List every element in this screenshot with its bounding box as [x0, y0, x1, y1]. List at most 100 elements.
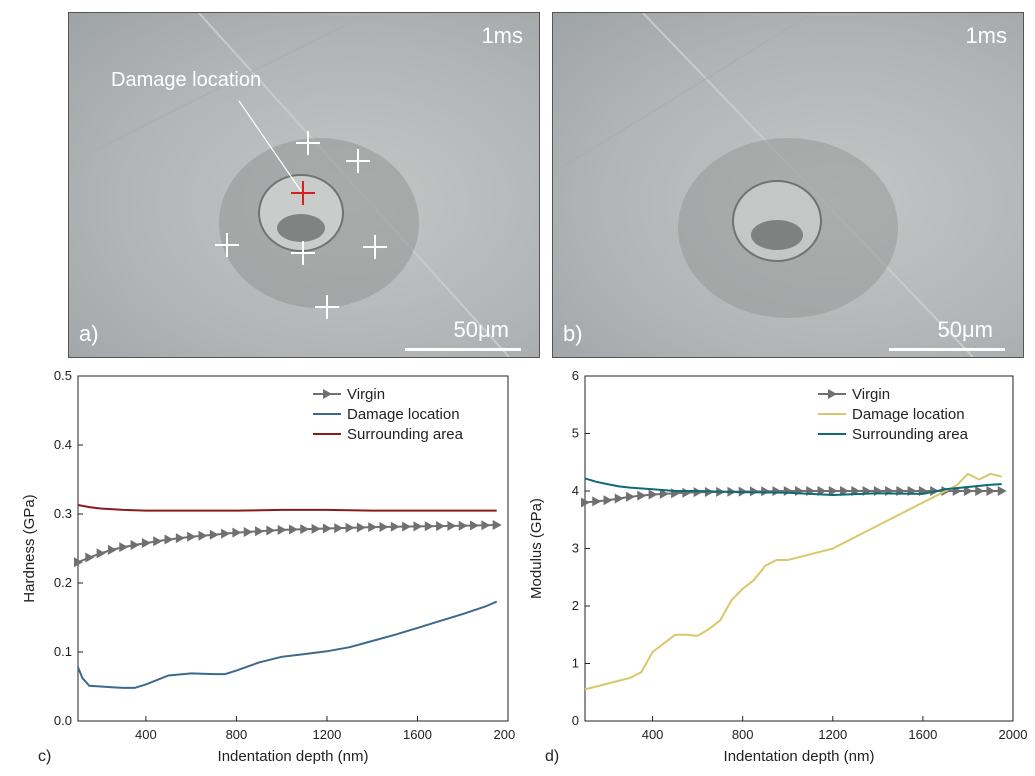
series-marker: [198, 530, 208, 541]
series-marker: [141, 537, 151, 548]
series-marker: [614, 493, 624, 504]
damage-location-cross: [291, 181, 315, 205]
series-marker: [761, 486, 771, 497]
legend-entry-0: Virgin: [347, 386, 385, 403]
legend-entry-1: Damage location: [347, 406, 460, 423]
y-tick-label: 3: [572, 541, 579, 556]
series-line-0: [77, 524, 497, 564]
series-line-1: [77, 600, 498, 689]
series-marker: [266, 525, 276, 536]
x-axis-label: Indentation depth (nm): [218, 748, 369, 765]
y-tick-label: 6: [572, 368, 579, 383]
series-marker: [345, 522, 355, 533]
series-marker: [322, 523, 332, 534]
series-marker: [368, 522, 378, 533]
x-axis-label: Indentation depth (nm): [724, 748, 875, 765]
series-marker: [997, 486, 1007, 496]
series-line-2: [77, 504, 497, 512]
series-marker: [402, 521, 412, 532]
plot-frame: [77, 375, 509, 722]
series-marker: [209, 529, 219, 540]
series-marker: [581, 497, 590, 508]
scale-bar-label: 50μm: [453, 317, 509, 342]
y-tick-label: 0.2: [54, 575, 72, 590]
x-tick-label: 2000: [494, 727, 515, 742]
series-marker: [592, 496, 602, 507]
micrograph-a-drawing: [69, 13, 510, 357]
time-label: 1ms: [481, 23, 523, 48]
x-tick-label: 800: [732, 727, 754, 742]
x-tick-label: 1200: [818, 727, 847, 742]
series-marker: [175, 533, 185, 544]
series-marker: [885, 486, 895, 496]
scale-bar: [889, 348, 1005, 351]
series-marker: [334, 523, 344, 534]
x-tick-label: 800: [226, 727, 248, 742]
legend-entry-2: Surrounding area: [347, 426, 464, 443]
series-marker: [255, 526, 265, 537]
y-tick-label: 2: [572, 598, 579, 613]
y-tick-label: 5: [572, 426, 579, 441]
y-tick-label: 0.1: [54, 644, 72, 659]
scratch-line: [553, 13, 814, 174]
x-tick-label: 1200: [312, 727, 341, 742]
series-marker: [221, 528, 231, 539]
panel-label-b: b): [563, 321, 583, 346]
annotation-pointer: [238, 100, 302, 192]
series-marker: [975, 486, 985, 496]
legend-entry-0: Virgin: [852, 386, 890, 403]
series-marker: [828, 486, 838, 496]
damage-location-label: Damage location: [111, 69, 262, 91]
y-tick-label: 1: [572, 656, 579, 671]
series-marker: [637, 490, 647, 501]
y-tick-label: 0.3: [54, 506, 72, 521]
series-marker: [963, 486, 973, 496]
series-marker: [300, 524, 310, 535]
scale-bar: [405, 348, 521, 351]
x-tick-label: 1600: [908, 727, 937, 742]
y-tick-label: 4: [572, 483, 579, 498]
series-marker: [470, 520, 480, 531]
time-label: 1ms: [965, 23, 1007, 48]
series-marker: [85, 552, 95, 563]
series-marker: [492, 520, 502, 531]
panel-label: c): [38, 748, 51, 765]
series-marker: [390, 521, 400, 532]
x-tick-label: 2000: [999, 727, 1028, 742]
series-marker: [783, 486, 793, 496]
series-marker: [682, 487, 692, 498]
series-marker: [424, 521, 434, 532]
series-marker: [648, 489, 658, 500]
series-marker: [119, 542, 129, 553]
series-marker: [187, 531, 197, 542]
series-marker: [232, 527, 242, 538]
legend-entry-1: Damage location: [852, 406, 965, 423]
series-marker: [447, 520, 457, 531]
micrograph-b: 1ms b) 50μm: [552, 12, 1024, 358]
series-marker: [413, 521, 423, 532]
y-tick-label: 0.5: [54, 368, 72, 383]
crater-shadow: [277, 214, 325, 242]
series-marker: [289, 524, 298, 535]
series-marker: [379, 521, 389, 532]
scale-bar-label: 50μm: [937, 317, 993, 342]
series-marker: [243, 526, 253, 537]
series-marker: [840, 486, 850, 496]
series-marker: [458, 520, 468, 531]
series-marker: [481, 520, 491, 531]
panel-label-a: a): [79, 321, 99, 346]
x-tick-label: 1600: [403, 727, 432, 742]
series-marker: [107, 544, 117, 555]
series-marker: [311, 523, 321, 534]
x-tick-label: 400: [135, 727, 157, 742]
legend-marker: [828, 389, 837, 399]
series-marker: [74, 557, 83, 568]
series-marker: [436, 521, 446, 532]
y-tick-label: 0: [572, 713, 579, 728]
legend-marker: [323, 389, 332, 399]
series-marker: [986, 486, 996, 496]
crater-shadow: [751, 220, 803, 250]
y-axis-label: Hardness (GPa): [21, 494, 38, 602]
series-marker: [603, 495, 613, 506]
series-marker: [164, 534, 174, 545]
